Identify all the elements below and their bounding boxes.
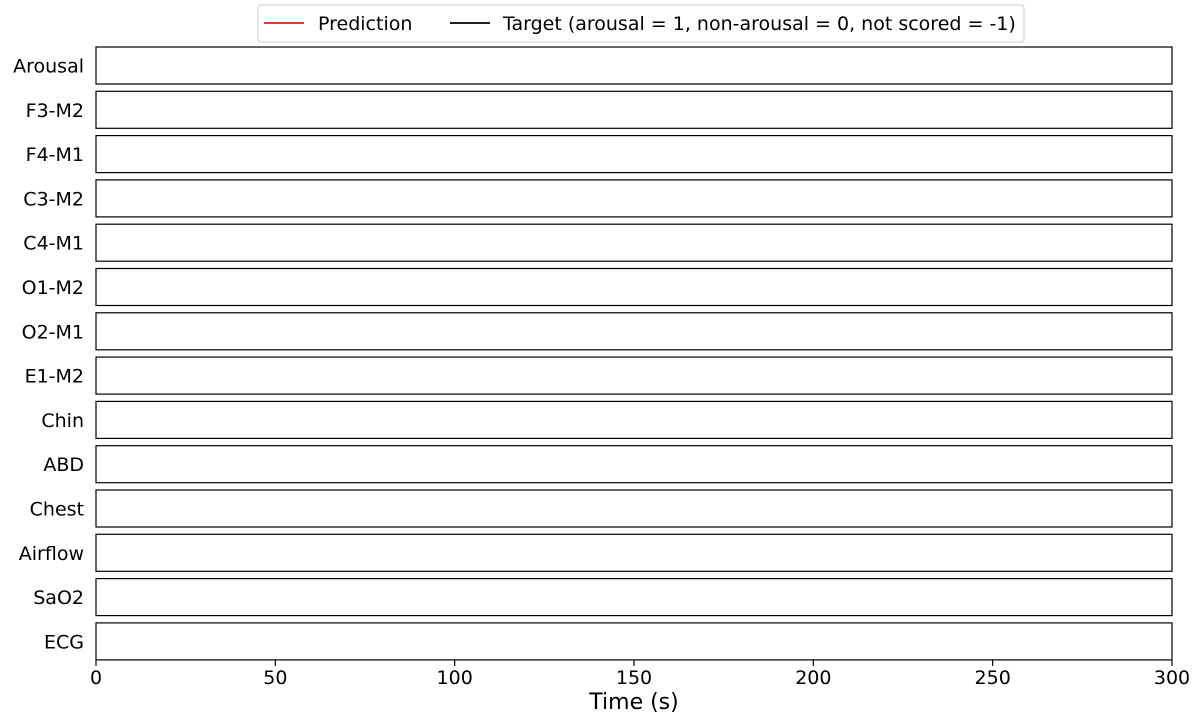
legend-frame [257, 4, 1025, 43]
legend-label-prediction: Prediction [318, 13, 412, 35]
panel-label: Chin [41, 410, 84, 432]
legend: Prediction Target (arousal = 1, non-arou… [257, 4, 1025, 43]
panel-label: C3-M2 [23, 188, 84, 210]
x-axis-label: Time (s) [588, 690, 678, 715]
panel-label: C4-M1 [23, 233, 84, 255]
panel-c4-m1: C4-M1 [23, 223, 1173, 262]
panel-label: ABD [43, 454, 84, 476]
panel-o1-m2: O1-M2 [22, 267, 1173, 307]
panel-frame [95, 489, 1173, 528]
panel-c3-m2: C3-M2 [23, 179, 1173, 218]
panel-frame [95, 312, 1173, 351]
panel-label: SaO2 [33, 587, 84, 609]
panel-abd: ABD [43, 445, 1173, 484]
panel-frame [95, 356, 1173, 395]
x-tick-label: 50 [263, 667, 287, 689]
panel-airflow: Airflow [19, 533, 1173, 572]
panel-o2-m1: O2-M1 [22, 312, 1173, 351]
x-tick-label: 200 [795, 667, 831, 689]
panel-chest: Chest [30, 489, 1173, 528]
panel-frame [95, 622, 1173, 661]
panel-frame [95, 46, 1173, 85]
panel-sao2: SaO2 [33, 577, 1173, 617]
panel-frame [95, 223, 1173, 262]
x-tick-label: 150 [616, 667, 652, 689]
panel-f3-m2: F3-M2 [26, 90, 1173, 129]
panel-label: E1-M2 [25, 366, 84, 388]
signal-panels: Arousal F3-M2 F4-M1 C3-M2 C4-M1 O1-M2 O2-M1 E1-… [13, 46, 1173, 661]
panel-label: F4-M1 [26, 144, 84, 166]
panel-label: Arousal [13, 56, 84, 78]
panel-label: F3-M2 [26, 100, 84, 122]
panel-frame [95, 135, 1173, 174]
x-tick-label: 0 [90, 667, 102, 689]
panel-frame [95, 400, 1173, 439]
panel-label: Airflow [19, 543, 84, 565]
panel-label: O1-M2 [22, 277, 84, 299]
panel-chin: Chin [41, 400, 1173, 439]
panel-frame [95, 179, 1173, 218]
panel-frame [95, 267, 1173, 307]
x-tick-label: 300 [1154, 667, 1190, 689]
x-tick-label: 250 [975, 667, 1011, 689]
legend-label-target: Target (arousal = 1, non-arousal = 0, no… [502, 13, 1016, 35]
panel-f4-m1: F4-M1 [26, 135, 1173, 174]
panel-label: ECG [44, 631, 84, 653]
panel-frame [95, 577, 1173, 617]
panel-frame [95, 533, 1173, 572]
panel-arousal: Arousal [13, 46, 1173, 85]
panel-frame [95, 90, 1173, 129]
panel-ecg: ECG [44, 622, 1173, 661]
panel-frame [95, 445, 1173, 484]
x-axis: 0 50 100 150 200 250 300 [90, 659, 1190, 689]
panel-label: O2-M1 [22, 321, 84, 343]
x-tick-label: 100 [437, 667, 473, 689]
panel-e1-m2: E1-M2 [25, 356, 1173, 395]
panel-label: Chest [30, 499, 84, 521]
